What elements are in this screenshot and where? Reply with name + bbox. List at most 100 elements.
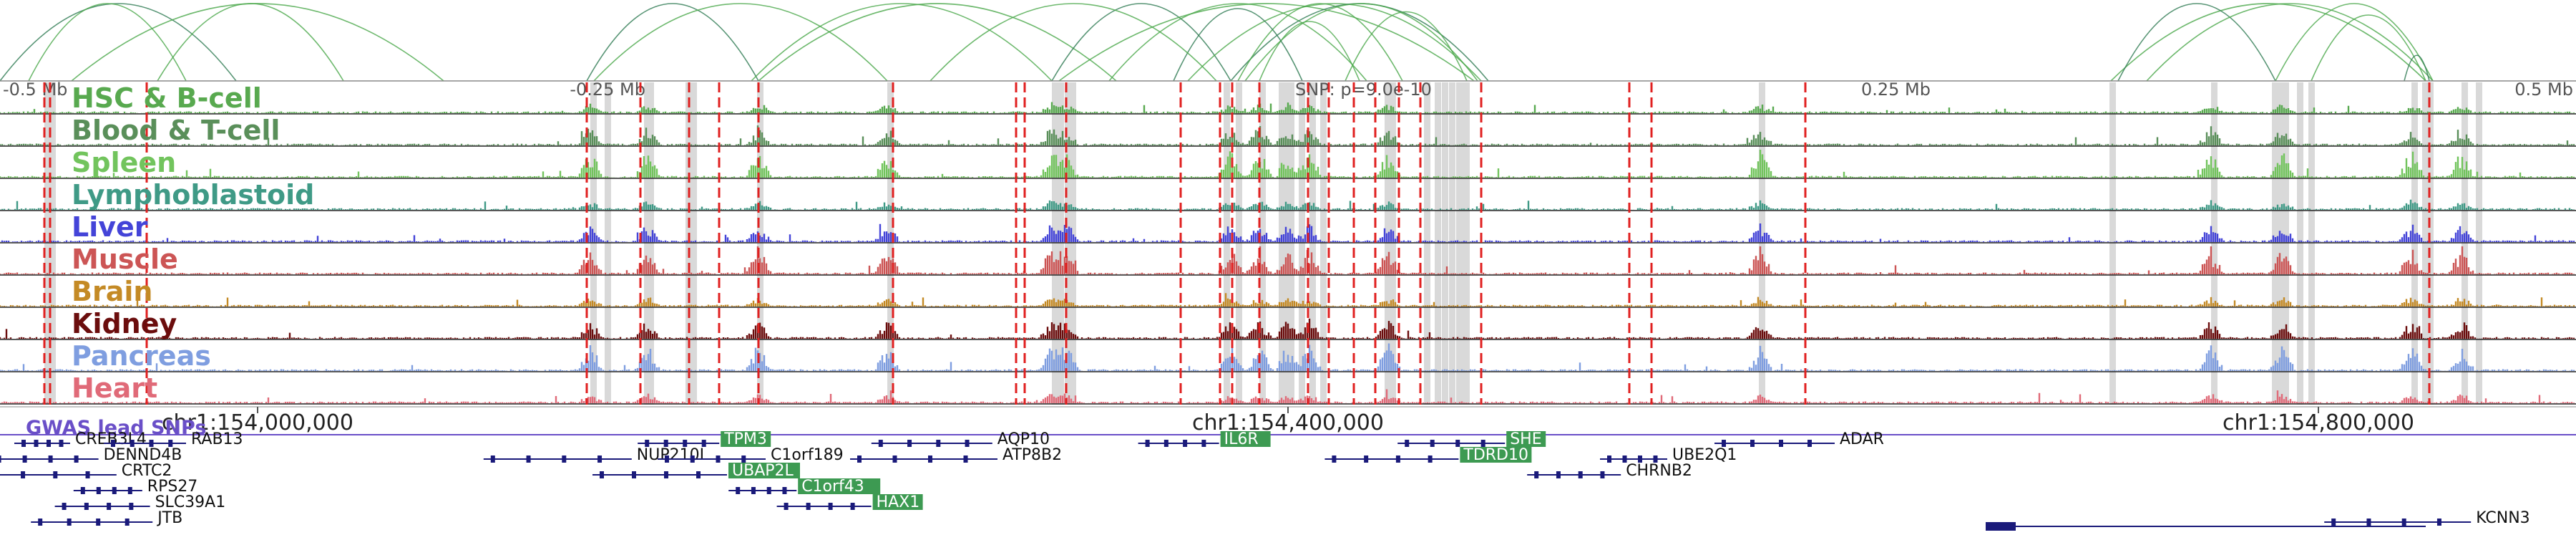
interaction-arc xyxy=(1345,11,1468,82)
highlight-band xyxy=(1052,82,1058,405)
gene-exon xyxy=(907,440,912,447)
signal-track xyxy=(0,102,2575,113)
gene-label: RPS27 xyxy=(147,478,198,496)
gene-label: ATP8B2 xyxy=(1002,446,1062,464)
gene-exon xyxy=(2401,519,2406,526)
gene-exon xyxy=(1578,471,1583,478)
signal-track xyxy=(0,125,2575,145)
highlight-band xyxy=(887,82,894,405)
gene-exon xyxy=(1480,440,1485,447)
gene-label: NUP210L xyxy=(637,446,709,464)
gene-label: SHE xyxy=(1510,430,1541,448)
track-label: Blood & T-cell xyxy=(72,115,280,146)
gene-exon xyxy=(1430,440,1435,447)
gene-exon xyxy=(936,440,941,447)
gene-exon xyxy=(490,455,495,463)
gene-exon xyxy=(2366,519,2371,526)
gene-label: KCNN3 xyxy=(2476,509,2530,527)
gene-exon xyxy=(1395,455,1400,463)
signal-track xyxy=(0,150,2575,178)
gene-highlight xyxy=(728,463,800,478)
gene-exon xyxy=(1145,440,1150,447)
gene-exon xyxy=(149,440,154,447)
interaction-arc xyxy=(2404,54,2430,82)
highlight-bands xyxy=(44,82,2482,405)
gene-highlight xyxy=(798,478,881,494)
track-label: Pancreas xyxy=(72,340,211,372)
gene-label: AQP10 xyxy=(997,430,1050,448)
highlight-band xyxy=(1288,82,1294,405)
gene-highlight xyxy=(872,494,923,510)
signal-track xyxy=(0,223,2575,242)
gene-exon xyxy=(1622,455,1627,463)
position-ruler: -0.5 Mb -0.25 Mb 0.25 Mb 0.5 Mb SNP: p=9.0e-… xyxy=(0,79,2576,100)
gene-exon xyxy=(47,440,51,447)
interaction-arc xyxy=(0,3,237,82)
highlight-band xyxy=(644,82,650,405)
interaction-arc xyxy=(1108,3,1367,82)
gene-exon xyxy=(663,440,668,447)
gene-exon xyxy=(1653,455,1658,463)
gene-exon xyxy=(1986,522,2016,531)
gene-exon xyxy=(1534,471,1539,478)
track-label: Liver xyxy=(72,211,148,243)
gene-exon xyxy=(878,440,883,447)
gene-exon xyxy=(928,455,932,463)
signal-track xyxy=(0,246,2575,274)
interaction-arc xyxy=(1058,3,1475,82)
gene-exon xyxy=(526,455,531,463)
highlight-band xyxy=(2411,82,2418,405)
gene-exon xyxy=(53,471,58,478)
gwas-track: GWAS lead SNPs xyxy=(0,417,2576,439)
gene-exon xyxy=(129,503,134,510)
highlight-band xyxy=(44,82,56,405)
gene-exon xyxy=(85,471,90,478)
gene-exon xyxy=(1332,455,1337,463)
interaction-arc xyxy=(28,3,187,82)
gene-label: SLC39A1 xyxy=(155,493,226,511)
highlight-band xyxy=(2308,82,2315,405)
gene-exon xyxy=(1428,455,1433,463)
gene-exon xyxy=(597,455,602,463)
chromosome-axis: chr1:154,000,000 chr1:154,400,000 chr1:154… xyxy=(0,406,2576,435)
signal-track xyxy=(0,199,2575,210)
gene-exon xyxy=(751,487,756,494)
gene-exon xyxy=(1779,440,1783,447)
gene-exon xyxy=(1163,440,1169,447)
gene-highlight xyxy=(1506,431,1546,447)
gene-label: CREB3L4 xyxy=(75,430,147,448)
chrom-tick-label: chr1:154,800,000 xyxy=(2223,410,2414,435)
gene-exon xyxy=(59,440,64,447)
highlight-band xyxy=(1463,82,1470,405)
gene-exon xyxy=(1455,440,1460,447)
interaction-arc xyxy=(751,3,1053,82)
highlight-band xyxy=(648,82,654,405)
highlight-band xyxy=(686,82,697,405)
chrom-tick-label: chr1:154,000,000 xyxy=(162,410,353,435)
gene-exon xyxy=(1750,440,1755,447)
ruler-label: 0.25 Mb xyxy=(1861,79,1931,100)
highlight-band xyxy=(590,82,597,405)
gene-exon xyxy=(696,471,701,478)
gene-label: IL6R xyxy=(1224,430,1259,448)
highlight-band xyxy=(1236,82,1242,405)
highlight-band xyxy=(2297,82,2303,405)
gene-exon xyxy=(130,440,135,447)
gene-exon xyxy=(111,440,115,447)
interaction-arc xyxy=(586,3,759,82)
gene-exon xyxy=(112,487,117,494)
gene-exon xyxy=(850,503,855,510)
highlight-band xyxy=(1320,82,1327,405)
highlight-band xyxy=(1435,82,1441,405)
highlight-band xyxy=(2283,82,2289,405)
signal-track xyxy=(0,343,2575,371)
interaction-arc xyxy=(2146,3,2434,82)
gene-exon xyxy=(22,455,27,463)
gene-exon xyxy=(766,487,771,494)
signal-track xyxy=(0,318,2575,339)
gene-label: JTB xyxy=(156,509,182,527)
highlight-band xyxy=(1058,82,1064,405)
gene-label: CRTC2 xyxy=(122,462,172,480)
